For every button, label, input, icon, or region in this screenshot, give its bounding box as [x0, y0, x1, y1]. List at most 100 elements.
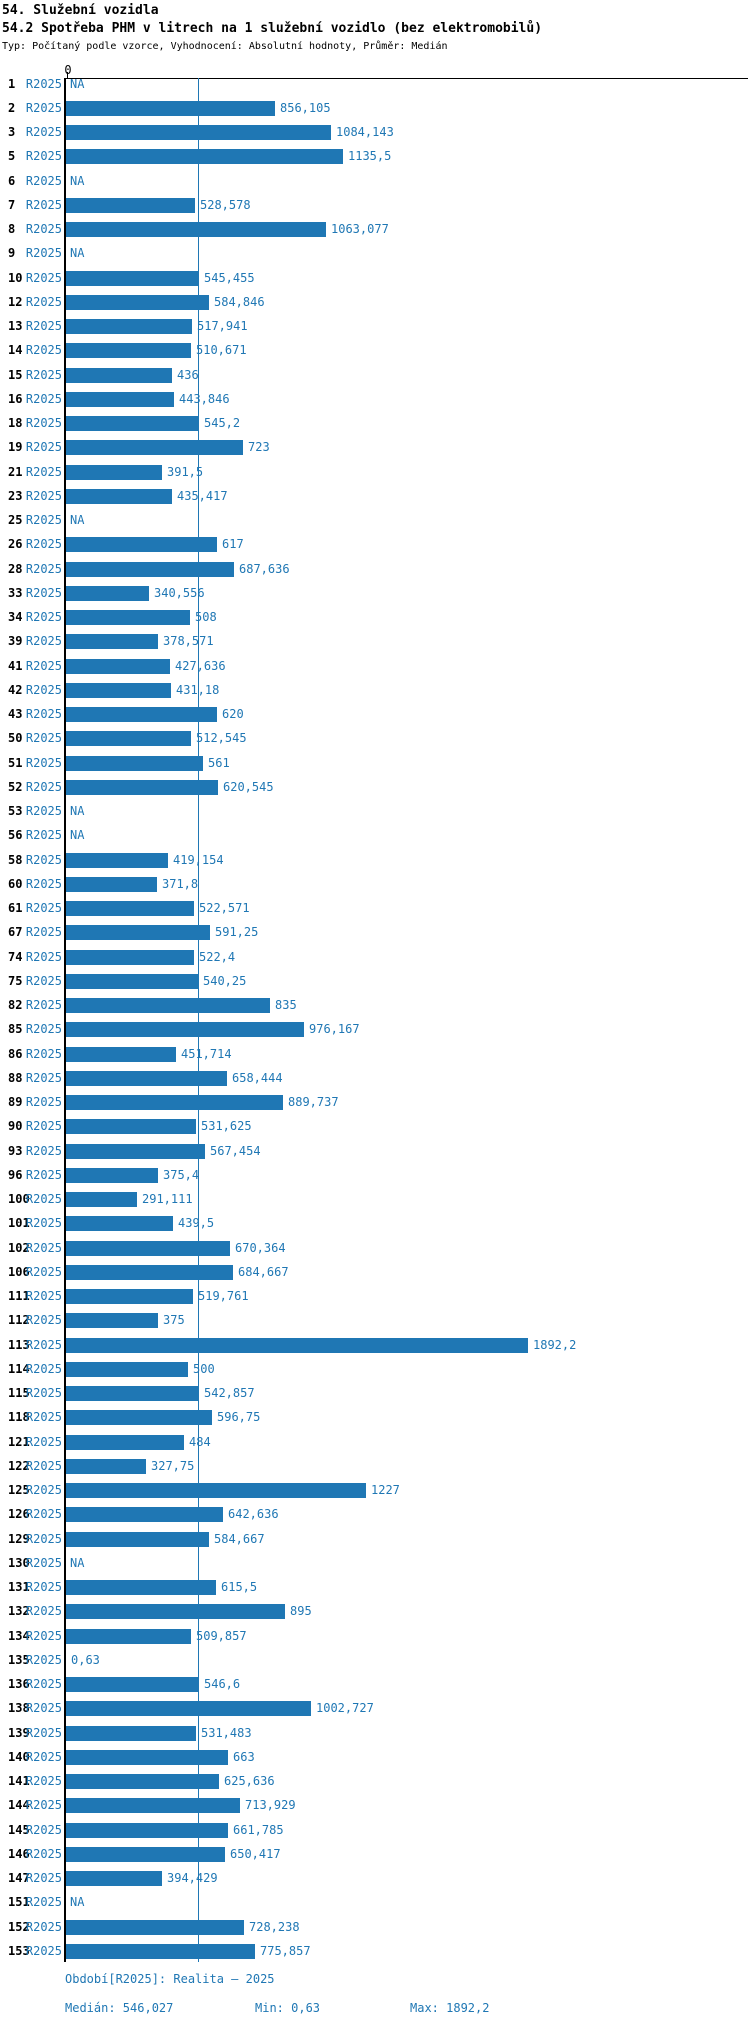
- bar-row: 134 R2025 509,857: [0, 1628, 750, 1644]
- bar-row: 145 R2025 661,785: [0, 1822, 750, 1838]
- row-number: 102: [8, 1240, 30, 1255]
- bar-row: 144 R2025 713,929: [0, 1798, 750, 1814]
- value-label: 291,111: [142, 1192, 193, 1206]
- bar: [66, 755, 203, 771]
- row-number: 112: [8, 1313, 30, 1328]
- bar: [66, 1386, 199, 1401]
- na-label: NA: [70, 828, 85, 843]
- bar-row: 8 R2025 1063,077: [0, 222, 750, 237]
- value-label: 508: [195, 610, 217, 624]
- axis-zero-tick: [67, 72, 68, 79]
- bar: [66, 1410, 212, 1426]
- bar-row: 15 R2025 436: [0, 367, 750, 383]
- series-label: R2025: [25, 197, 62, 212]
- series-label: R2025: [25, 755, 62, 770]
- series-label: R2025: [25, 173, 62, 188]
- bar: [66, 1143, 205, 1159]
- row-number: 23: [8, 488, 23, 503]
- bar: [66, 707, 217, 722]
- bar-row: 86 R2025 451,714: [0, 1046, 750, 1062]
- series-label: R2025: [25, 367, 62, 382]
- series-label: R2025: [25, 1749, 62, 1764]
- row-number: 144: [8, 1798, 30, 1813]
- bar-row: 132 R2025 895: [0, 1604, 750, 1620]
- bar: [66, 658, 170, 674]
- bar-row: 146 R2025 650,417: [0, 1846, 750, 1862]
- row-number: 53: [8, 804, 23, 818]
- series-label: R2025: [25, 1264, 62, 1279]
- bar-row: 89 R2025 889,737: [0, 1095, 750, 1110]
- series-label: R2025: [25, 440, 62, 455]
- bar: [66, 100, 275, 116]
- series-label: R2025: [25, 1677, 62, 1691]
- bar: [66, 1289, 193, 1304]
- row-number: 139: [8, 1725, 30, 1740]
- na-label: NA: [70, 1555, 85, 1570]
- value-label: 1892,2: [533, 1337, 577, 1352]
- bar-row: 82 R2025 835: [0, 998, 750, 1013]
- row-number: 41: [8, 658, 23, 673]
- series-label: R2025: [25, 1313, 62, 1328]
- value-label: 713,929: [245, 1798, 296, 1813]
- value-label: 775,857: [260, 1943, 311, 1958]
- value-label: 451,714: [181, 1046, 232, 1061]
- bar: [66, 585, 149, 601]
- bar-row: 33 R2025 340,556: [0, 585, 750, 601]
- bar: [66, 488, 172, 504]
- bar: [66, 1458, 146, 1474]
- median-stat: Medián: 546,027: [65, 2001, 174, 2015]
- bar: [66, 1313, 158, 1329]
- row-number: 5: [8, 149, 16, 164]
- row-number: 9: [8, 246, 16, 261]
- series-label: R2025: [25, 464, 62, 479]
- series-label: R2025: [25, 391, 62, 406]
- bar: [66, 852, 168, 868]
- series-label: R2025: [25, 585, 62, 600]
- value-label: 620,545: [223, 779, 274, 794]
- row-number: 26: [8, 537, 23, 552]
- value-label: 728,238: [249, 1919, 300, 1934]
- bar: [66, 1628, 191, 1644]
- bar-row: 56 R2025 NA: [0, 828, 750, 843]
- bar-row: 25 R2025 NA: [0, 513, 750, 528]
- value-label: 663: [233, 1749, 255, 1764]
- period-label: Období[R2025]: Realita – 2025: [65, 1972, 275, 1986]
- series-label: R2025: [25, 416, 62, 430]
- value-label: 642,636: [228, 1507, 279, 1522]
- row-number: 115: [8, 1386, 30, 1400]
- series-label: R2025: [25, 76, 62, 91]
- bar-row: 147 R2025 394,429: [0, 1871, 750, 1886]
- value-label: 835: [275, 998, 297, 1012]
- row-number: 121: [8, 1434, 30, 1449]
- bar-row: 2 R2025 856,105: [0, 100, 750, 116]
- bar-row: 9 R2025 NA: [0, 246, 750, 261]
- series-label: R2025: [25, 1119, 62, 1134]
- bar-row: 75 R2025 540,25: [0, 973, 750, 989]
- value-label: 431,18: [176, 682, 220, 697]
- value-label: 435,417: [177, 488, 228, 503]
- series-label: R2025: [25, 1846, 62, 1861]
- value-label: 427,636: [175, 658, 226, 673]
- bar-row: 85 R2025 976,167: [0, 1022, 750, 1038]
- value-label: 531,483: [201, 1725, 252, 1740]
- na-label: NA: [70, 246, 85, 261]
- row-number: 25: [8, 513, 23, 527]
- report-meta: Typ: Počítaný podle vzorce, Vyhodnocení:…: [2, 41, 448, 52]
- row-number: 111: [8, 1289, 30, 1303]
- row-number: 42: [8, 682, 23, 697]
- series-label: R2025: [25, 779, 62, 794]
- bar-row: 10 R2025 545,455: [0, 270, 750, 286]
- bar-row: 139 R2025 531,483: [0, 1725, 750, 1741]
- series-label: R2025: [25, 1774, 62, 1788]
- row-number: 125: [8, 1483, 30, 1497]
- row-number: 85: [8, 1022, 23, 1037]
- bar-row: 93 R2025 567,454: [0, 1143, 750, 1159]
- bar: [66, 561, 234, 577]
- series-label: R2025: [25, 1143, 62, 1158]
- bar: [66, 1022, 304, 1038]
- row-number: 113: [8, 1337, 30, 1352]
- row-number: 141: [8, 1774, 30, 1788]
- value-label: 687,636: [239, 561, 290, 576]
